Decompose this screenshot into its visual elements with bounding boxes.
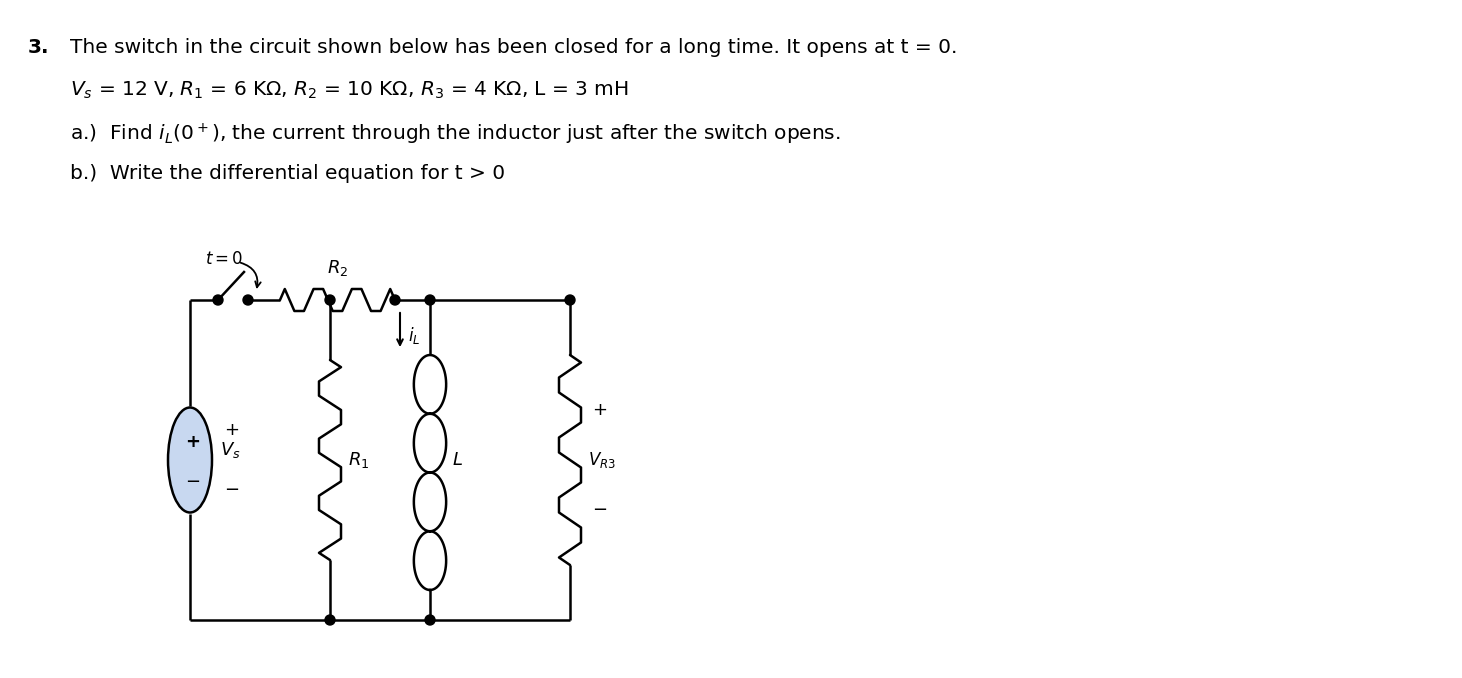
Text: +: +: [224, 421, 238, 439]
Text: +: +: [592, 401, 607, 419]
Text: $t = 0$: $t = 0$: [205, 250, 243, 268]
Circle shape: [213, 295, 224, 305]
Ellipse shape: [168, 407, 212, 513]
Text: The switch in the circuit shown below has been closed for a long time. It opens : The switch in the circuit shown below ha…: [70, 38, 958, 57]
Text: $V_{R3}$: $V_{R3}$: [588, 450, 616, 470]
Text: $R_1$: $R_1$: [348, 450, 370, 470]
Text: b.)  Write the differential equation for t > 0: b.) Write the differential equation for …: [70, 164, 506, 183]
Circle shape: [425, 615, 436, 625]
Text: 3.: 3.: [28, 38, 50, 57]
Text: −: −: [186, 473, 200, 491]
Circle shape: [564, 295, 575, 305]
Text: $V_s$ = 12 V, $R_1$ = 6 K$\Omega$, $R_2$ = 10 K$\Omega$, $R_3$ = 4 K$\Omega$, L : $V_s$ = 12 V, $R_1$ = 6 K$\Omega$, $R_2$…: [70, 80, 629, 101]
Text: $V_s$: $V_s$: [219, 440, 241, 460]
Circle shape: [325, 295, 335, 305]
Circle shape: [425, 295, 436, 305]
Text: $i_L$: $i_L$: [408, 325, 421, 346]
Text: −: −: [224, 481, 240, 499]
Text: $R_2$: $R_2$: [327, 258, 348, 278]
Text: a.)  Find $i_L$($0^+$), the current through the inductor just after the switch o: a.) Find $i_L$($0^+$), the current throu…: [70, 122, 841, 147]
Text: −: −: [592, 501, 607, 519]
Circle shape: [243, 295, 253, 305]
Circle shape: [390, 295, 401, 305]
Text: +: +: [186, 433, 200, 451]
Circle shape: [325, 615, 335, 625]
Text: $L$: $L$: [452, 451, 463, 469]
